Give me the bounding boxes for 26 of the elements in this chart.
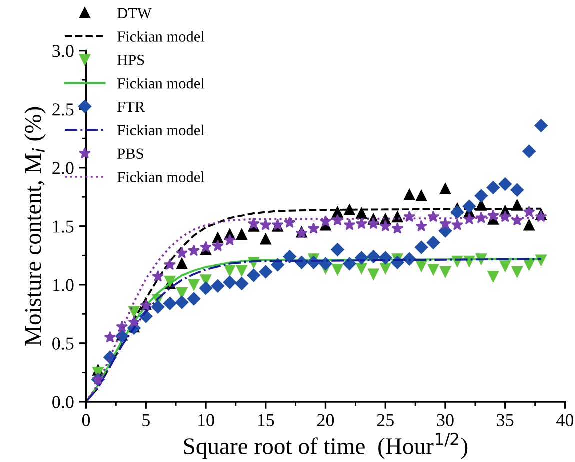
y-tick-label: 2.5 [52, 104, 74, 116]
x-tick-label: 30 [437, 414, 454, 426]
x-tick-label: 0 [82, 414, 90, 426]
y-tick-label: 0.0 [52, 396, 74, 408]
y-axis-title: Moisture content, M$_{i}$ (%) [24, 107, 46, 346]
y-tick-label: 0.5 [52, 338, 74, 350]
legend-label: Fickian model [118, 78, 205, 89]
legend-label: Fickian model [118, 172, 205, 182]
x-tick-label: 25 [377, 414, 394, 426]
legend-label: Fickian model [118, 124, 205, 136]
legend-label: Fickian model [118, 31, 205, 42]
legend-label: HPS [118, 55, 144, 66]
x-tick-label: 5 [142, 414, 150, 426]
x-tick-label: 20 [318, 414, 334, 426]
x-tick-label: 40 [556, 414, 574, 426]
legend-label: DTW [118, 8, 152, 19]
legend-label: FTR [118, 102, 146, 112]
x-axis-title: Square root of time (Hour$^{1/2}$) [184, 432, 468, 460]
y-tick-label: 1.0 [53, 279, 74, 292]
x-tick-label: 15 [258, 414, 274, 426]
x-tick-label: 35 [497, 414, 514, 426]
legend-label: PBS [118, 148, 144, 160]
y-tick-label: 1.5 [53, 220, 74, 233]
y-tick-label: 2.0 [52, 162, 74, 174]
y-tick-label: 3.0 [52, 45, 74, 58]
x-tick-label: 10 [198, 414, 214, 426]
